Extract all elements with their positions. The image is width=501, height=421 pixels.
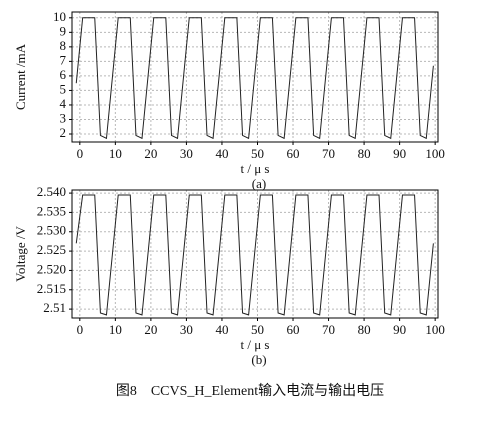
y-tick-label: 2.525 [37,242,66,257]
y-tick-label: 5 [60,81,67,96]
x-tick-label: 50 [251,322,264,337]
x-tick-label: 100 [425,146,445,161]
y-tick-label: 2.51 [43,300,66,315]
x-tick-label: 80 [358,146,371,161]
y-tick-label: 2 [60,125,67,140]
y-tick-label: 2.530 [37,223,66,238]
x-tick-label: 90 [393,322,406,337]
y-tick-label: 8 [60,38,67,53]
x-tick-label: 0 [77,322,84,337]
y-tick-label: 10 [53,9,66,24]
x-tick-label: 20 [144,322,157,337]
y-axis-label: Voltage /V [13,226,28,282]
x-tick-label: 30 [180,146,193,161]
x-tick-label: 80 [358,322,371,337]
y-tick-label: 2.535 [37,203,66,218]
panel-label: (b) [251,352,266,367]
x-tick-label: 70 [322,146,335,161]
panel-label: (a) [252,176,266,191]
x-tick-label: 30 [180,322,193,337]
y-tick-label: 4 [60,96,67,111]
x-axis-label: t / μ s [240,337,269,352]
x-tick-label: 40 [215,322,228,337]
y-tick-label: 7 [60,52,67,67]
plot-frame [71,189,439,319]
x-tick-label: 70 [322,322,335,337]
y-tick-label: 6 [60,67,67,82]
y-tick-label: 2.515 [37,281,66,296]
x-axis-label: t / μ s [240,161,269,176]
y-tick-label: 3 [60,110,67,125]
x-tick-label: 10 [109,146,122,161]
y-tick-label: 2.540 [37,184,66,199]
y-tick-label: 9 [60,23,67,38]
x-tick-label: 20 [144,146,157,161]
plot-frame [71,11,439,143]
x-tick-label: 60 [287,146,300,161]
signal-line [75,194,434,316]
y-tick-label: 2.520 [37,261,66,276]
x-tick-label: 0 [77,146,84,161]
caption: 图8 CCVS_H_Element输入电流与输出电压 [116,383,384,399]
x-tick-label: 100 [425,322,445,337]
x-tick-label: 60 [287,322,300,337]
x-tick-label: 40 [215,146,228,161]
x-tick-label: 90 [393,146,406,161]
y-axis-label: Current /mA [13,43,28,110]
x-tick-label: 10 [109,322,122,337]
signal-line [75,17,434,140]
x-tick-label: 50 [251,146,264,161]
